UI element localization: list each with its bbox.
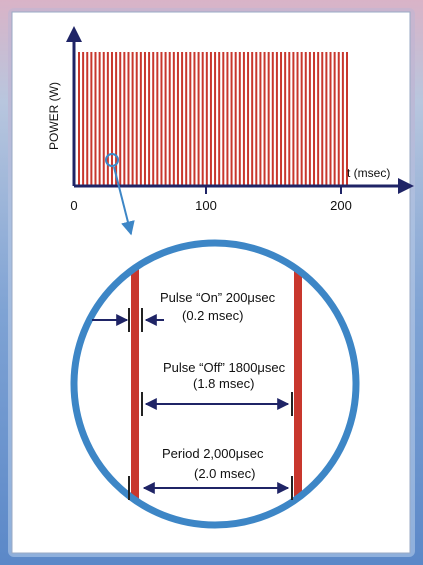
pulse-bar — [222, 52, 225, 186]
pulse-bar — [185, 52, 188, 186]
pulse-bar — [292, 52, 295, 186]
pulse-bar — [78, 52, 80, 186]
pulse-bar — [152, 52, 155, 186]
pulse-on-label: Pulse “On” 200μsec — [160, 290, 276, 305]
pulse-bar — [247, 52, 250, 186]
pulse-bar — [263, 52, 266, 186]
pulse-bar — [205, 52, 208, 186]
pulse-bar — [267, 52, 270, 186]
y-axis-arrowhead — [66, 26, 82, 42]
zoom-circle-fill — [74, 243, 356, 525]
pulse-bar — [325, 52, 328, 186]
pulse-bar — [251, 52, 254, 186]
pulse-bar — [288, 52, 291, 186]
period-label: Period 2,000μsec — [162, 446, 264, 461]
zoom-circle-ring — [70, 239, 360, 529]
pulse-bar — [337, 52, 340, 186]
zoom-pulse-left — [131, 243, 139, 525]
pulse-bar — [176, 52, 179, 186]
pulse-off-sublabel: (1.8 msec) — [193, 376, 254, 391]
pulse-bar — [160, 52, 163, 186]
x-axis-label: t (msec) — [347, 166, 390, 180]
pulse-bar — [300, 52, 303, 186]
pulse-bar — [127, 52, 130, 186]
x-tick-label-100: 100 — [195, 198, 217, 213]
pulse-bar — [131, 52, 134, 186]
pulse-bar — [94, 52, 97, 186]
pulse-bar — [90, 52, 93, 186]
pulse-train — [78, 52, 348, 186]
pulse-bar — [135, 52, 138, 186]
pulse-bar — [234, 52, 237, 186]
pulse-bar — [98, 52, 101, 186]
pulse-bar — [226, 52, 229, 186]
x-tick-label-0: 0 — [70, 198, 77, 213]
pulse-bar — [106, 52, 109, 186]
pulse-bar — [102, 52, 105, 186]
pulse-on-sublabel: (0.2 msec) — [182, 308, 243, 323]
x-tick-label-200: 200 — [330, 198, 352, 213]
pulse-bar — [271, 52, 274, 186]
pulse-bar — [308, 52, 311, 186]
zoom-pointer-arrow — [113, 166, 135, 236]
x-axis-arrowhead — [398, 178, 414, 194]
pulse-bar — [284, 52, 287, 186]
pulse-bar — [218, 52, 221, 186]
pulse-bar — [110, 52, 113, 186]
pulse-bar — [115, 52, 118, 186]
pulse-bar — [333, 52, 336, 186]
pulse-bar — [197, 52, 200, 186]
pulse-bar — [123, 52, 126, 186]
pulse-bar — [275, 52, 278, 186]
y-axis-label: POWER (W) — [47, 82, 61, 150]
pulse-bar — [313, 52, 316, 186]
pulse-bar — [181, 52, 184, 186]
pulse-bar — [214, 52, 217, 186]
pulse-bar — [296, 52, 299, 186]
pulse-bar — [193, 52, 196, 186]
period-sublabel: (2.0 msec) — [194, 466, 255, 481]
pulse-bar — [172, 52, 175, 186]
pulse-bar — [230, 52, 233, 186]
pulse-bar — [346, 52, 348, 186]
pulse-bar — [189, 52, 192, 186]
pulse-bar — [238, 52, 241, 186]
pulse-bar — [317, 52, 320, 186]
pulse-bar — [209, 52, 212, 186]
pulse-bar — [341, 52, 344, 186]
pulse-bar — [156, 52, 159, 186]
pulse-bar — [119, 52, 122, 186]
pulse-bar — [168, 52, 171, 186]
zoom-pulse-right — [294, 243, 302, 525]
pulse-bar — [148, 52, 151, 186]
pulse-bar — [280, 52, 283, 186]
pulse-bar — [86, 52, 89, 186]
pulse-bar — [164, 52, 167, 186]
pulse-bar — [255, 52, 258, 186]
pulse-bar — [201, 52, 204, 186]
pulse-off-label: Pulse “Off” 1800μsec — [163, 360, 286, 375]
pulse-bar — [143, 52, 146, 186]
pulse-bar — [329, 52, 332, 186]
pulse-bar — [242, 52, 245, 186]
pulse-bar — [321, 52, 324, 186]
pulse-bar — [139, 52, 142, 186]
pulse-bar — [82, 52, 85, 186]
pulse-bar — [259, 52, 262, 186]
zoom-source-marker — [105, 153, 119, 167]
pulse-bar — [304, 52, 307, 186]
